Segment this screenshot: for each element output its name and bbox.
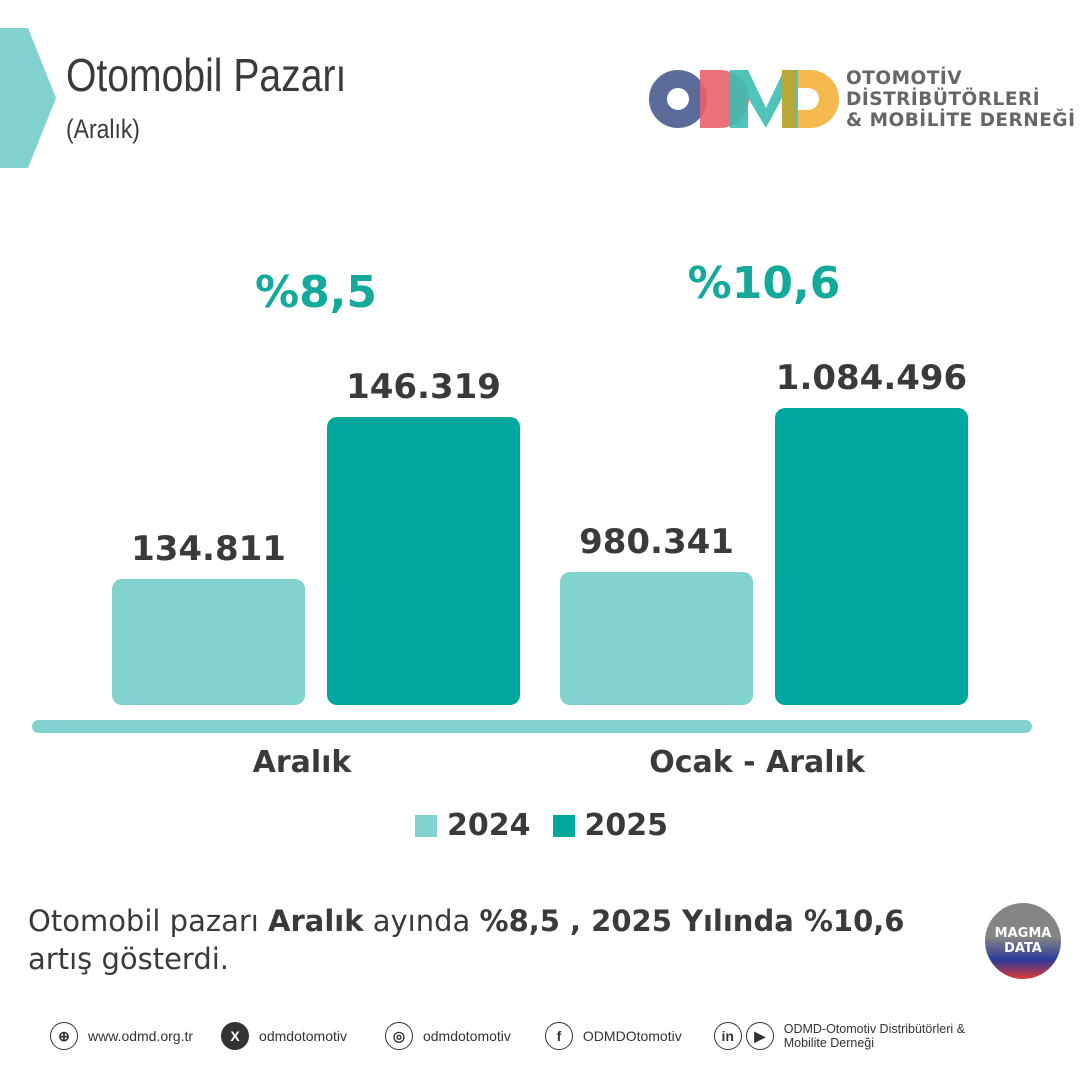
x-icon[interactable]: X (221, 1022, 250, 1050)
globe-icon[interactable]: ⊕ (50, 1022, 78, 1050)
bar-2025-1 (775, 408, 968, 705)
summary-bold: Aralık (268, 904, 364, 938)
value-label: 134.811 (131, 528, 286, 569)
badge-line: DATA (1004, 941, 1042, 956)
header-tab-shape (0, 28, 56, 168)
summary-part: ayında (363, 904, 480, 938)
page-subtitle: (Aralık) (66, 114, 140, 144)
linkedin-icon[interactable]: in (713, 1022, 742, 1050)
bar-2024-0 (112, 578, 305, 705)
logo-line: OTOMOTİV (846, 68, 963, 89)
linkedin-youtube-link[interactable]: ODMD-Otomotiv Distribütörleri & Mobilite… (783, 1022, 965, 1050)
odmd-logo (649, 70, 839, 128)
website-link[interactable]: www.odmd.org.tr (88, 1028, 194, 1044)
instagram-link[interactable]: odmdotomotiv (422, 1028, 511, 1044)
summary-part: Otomobil pazarı (28, 904, 269, 938)
growth-label: %10,6 (687, 258, 841, 310)
instagram-icon[interactable]: ◎ (384, 1022, 413, 1050)
bar-2025-0 (327, 416, 520, 705)
legend: 2024 2025 (415, 808, 668, 843)
value-label: 980.341 (579, 521, 734, 562)
logo-line: DİSTRİBÜTÖRLERİ (846, 89, 1041, 110)
value-label: 1.084.496 (775, 358, 968, 399)
footer: ⊕ www.odmd.org.tr X odmdotomotiv ◎ odmdo… (50, 1022, 974, 1050)
page-title: Otomobil Pazarı (66, 49, 347, 101)
legend-label: 2025 (584, 808, 669, 843)
legend-swatch-2024 (415, 814, 437, 837)
youtube-icon[interactable]: ▶ (745, 1022, 774, 1050)
baseline-axis (32, 720, 1032, 733)
summary-text: Otomobil pazarı Aralık ayında %8,5 , 202… (28, 902, 968, 978)
category-label: Aralık (252, 745, 352, 780)
badge-line: MAGMA (994, 926, 1052, 941)
summary-bold: %8,5 , 2025 Yılında %10,6 (479, 904, 905, 938)
facebook-link[interactable]: ODMDOtomotiv (582, 1028, 682, 1044)
facebook-icon[interactable]: f (544, 1022, 573, 1050)
bar-2024-1 (560, 571, 753, 705)
summary-part: artış gösterdi. (28, 942, 230, 976)
magma-data-badge: MAGMA DATA (985, 903, 1061, 979)
value-label: 146.319 (346, 366, 501, 407)
legend-swatch-2025 (552, 814, 575, 837)
logo-line: & MOBİLİTE DERNEĞİ (846, 110, 1076, 131)
legend-label: 2024 (447, 808, 531, 843)
logo-text: OTOMOTİV DİSTRİBÜTÖRLERİ & MOBİLİTE DERN… (846, 68, 1076, 131)
x-link[interactable]: odmdotomotiv (259, 1028, 347, 1044)
category-label: Ocak - Aralık (649, 745, 865, 780)
growth-label: %8,5 (254, 266, 378, 318)
